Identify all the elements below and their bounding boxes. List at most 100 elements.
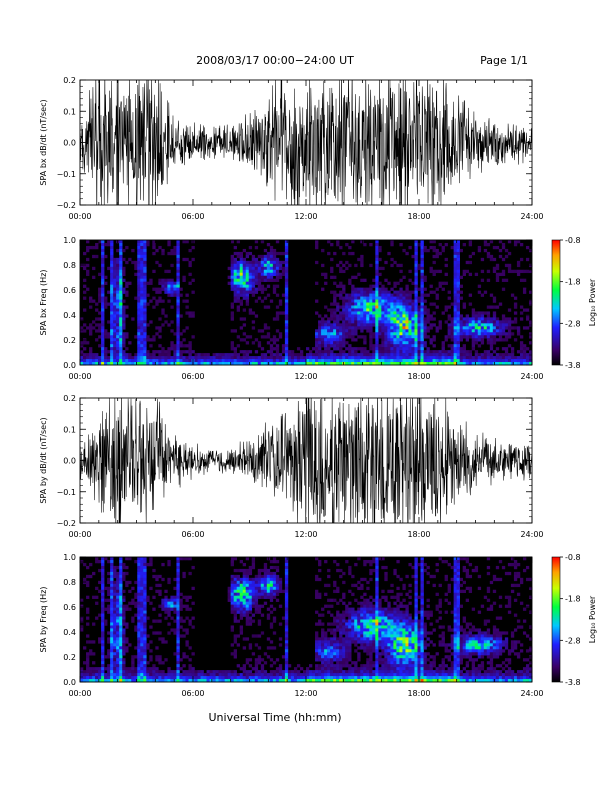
spectrogram-cell [330,326,334,330]
spectrogram-cell [80,616,84,620]
spectrogram-cell [438,326,442,330]
spectrogram-cell [143,622,147,626]
spectrogram-cell [170,616,174,620]
spectrogram-cell [143,655,147,659]
spectrogram-cell [260,679,265,683]
spectrogram-cell [233,592,237,596]
spectrogram-cell [423,332,427,336]
spectrogram-cell [146,670,150,674]
spectrogram-cell [104,622,108,626]
spectrogram-cell [284,314,289,318]
spectrogram-cell [423,350,427,354]
spectrogram-cell [89,673,93,677]
spectrogram-cell [140,266,144,271]
spectrogram-cell [339,568,343,573]
spectrogram-cell [272,317,277,321]
spectrogram-cell [315,242,319,247]
spectrogram-cell [245,272,250,277]
spectrogram-cell [149,586,153,591]
spectrogram-cell [230,254,234,259]
spectrogram-cell [164,598,168,602]
spectrogram-cell [378,320,382,324]
spectrogram-cell [423,248,427,253]
spectrogram-cell [128,257,132,262]
spectrogram-cell [333,290,337,294]
spectrogram-cell [266,592,271,596]
spectrogram-cell [89,356,93,360]
spectrogram-cell [155,260,159,265]
spectrogram-cell [372,299,376,303]
spectrogram-cell [185,616,189,620]
spectrogram-cell [450,302,454,306]
spectrogram-cell [185,670,189,674]
spectrogram-cell [176,643,180,647]
spectrogram-cell [254,658,259,662]
spectrogram-cell [113,640,117,644]
spectrogram-cell [122,248,126,253]
spectrogram-cell [477,344,482,348]
spectrogram-cell [161,670,165,674]
spectrogram-cell [113,643,117,647]
spectrogram-cell [324,604,328,608]
spectrogram-cell [351,661,355,665]
spectrogram-cell [284,679,289,683]
spectrogram-cell [471,356,476,360]
spectrogram-cell [441,359,445,363]
spectrogram-cell [366,350,370,354]
spectrogram-cell [435,254,439,259]
spectrogram-cell [233,655,237,659]
spectrogram-cell [179,676,183,680]
spectrogram-cell [366,302,370,306]
spectrogram-cell [170,344,174,348]
spectrogram-cell [140,613,144,617]
spectrogram-cell [399,305,403,309]
spectrogram-cell [420,284,424,288]
spectrogram-cell [104,275,108,279]
spectrogram-cell [110,622,114,626]
spectrogram-cell [140,583,144,588]
spectrogram-cell [492,245,497,250]
spectrogram-cell [351,592,355,596]
spectrogram-cell [339,574,343,579]
spectrogram-cell [366,317,370,321]
spectrogram-cell [167,670,171,674]
spectrogram-cell [414,305,418,309]
spectrogram-cell [384,290,388,294]
spectrogram-cell [324,350,328,354]
spectrogram-cell [146,323,150,327]
spectrogram-cell [137,329,141,333]
spectrogram-cell [351,640,355,644]
spectrogram-cell [176,652,180,656]
colorbar-tick-label: -2.8 [565,319,581,328]
spectrogram-cell [393,326,397,330]
spectrogram-cell [137,314,141,318]
spectrogram-cell [354,347,358,351]
spectrogram-cell [113,344,117,348]
spectrogram-cell [137,613,141,617]
spectrogram-cell [254,272,259,277]
spectrogram-cell [176,275,180,279]
spectrogram-cell [272,670,277,674]
spectrogram-cell [197,359,201,363]
spectrogram-cell [116,631,120,635]
spectrogram-cell [116,269,120,274]
spectrogram-cell [318,643,322,647]
spectrogram-cell [266,275,271,279]
spectrogram-cell [333,362,337,366]
spectrogram-cell [360,670,364,674]
spectrogram-cell [315,577,319,582]
spectrogram-cell [309,353,313,357]
spectrogram-cell [161,347,165,351]
spectrogram-cell [86,667,90,671]
spectrogram-cell [119,242,123,247]
spectrogram-cell [260,272,265,277]
spectrogram-cell [414,326,418,330]
spectrogram-cell [209,679,213,683]
spectrogram-cell [321,649,325,653]
spectrogram-cell [417,311,421,315]
spectrogram-cell [480,335,485,339]
spectrogram-cell [519,344,524,348]
spectrogram-cell [254,299,259,303]
spectrogram-cell [330,628,334,632]
spectrogram-cell [173,610,177,614]
